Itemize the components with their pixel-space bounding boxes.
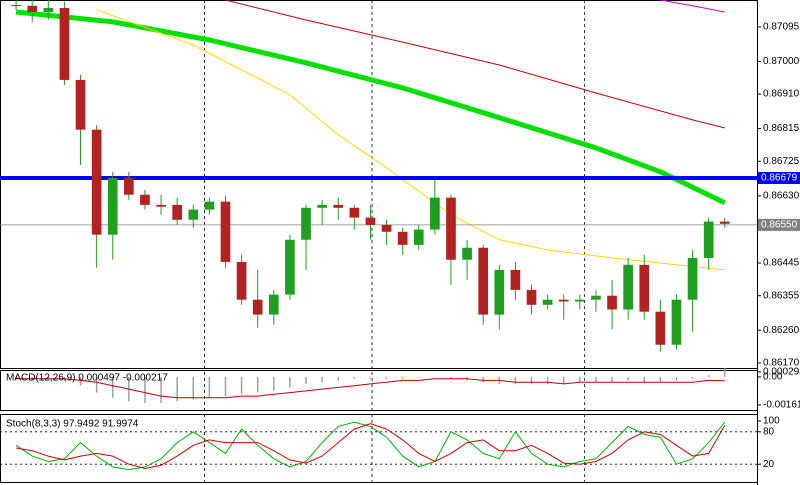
candle-body xyxy=(591,295,601,300)
y-tick-label: 20 xyxy=(763,459,775,470)
candle-body xyxy=(220,201,231,262)
candle-body xyxy=(381,224,392,232)
y-tick-label: 0.86630 xyxy=(763,190,800,201)
candle-body xyxy=(397,231,408,245)
stoch-line xyxy=(16,423,726,470)
y-tick-label: 80 xyxy=(763,426,775,437)
candle-body xyxy=(494,269,505,315)
candle-body xyxy=(413,229,424,245)
candle-body xyxy=(27,5,38,12)
candle-body xyxy=(430,197,440,230)
candle-body xyxy=(639,264,650,312)
stoch-line xyxy=(15,421,726,471)
candle-body xyxy=(124,178,134,195)
price-level-box xyxy=(758,218,800,231)
candle-body xyxy=(75,79,86,130)
candle-body xyxy=(687,257,698,300)
candle-body xyxy=(349,207,360,218)
y-tick-label: 100 xyxy=(763,416,780,427)
candle-body xyxy=(365,217,376,225)
candle-body xyxy=(156,204,166,207)
candle-body xyxy=(574,299,585,302)
candle-body xyxy=(252,299,263,315)
candle-body xyxy=(107,178,118,235)
candle-body xyxy=(268,294,279,315)
candle-body xyxy=(236,261,247,300)
candle-body xyxy=(301,207,311,240)
price-level-label: 0.86550 xyxy=(761,220,798,231)
y-tick-label: 0.86355 xyxy=(763,290,800,301)
moving-average xyxy=(660,0,725,13)
candle-body xyxy=(607,295,617,310)
price-level-box xyxy=(758,172,800,185)
candle-body xyxy=(333,204,344,208)
candle-body xyxy=(11,5,21,7)
candle-body xyxy=(188,209,199,220)
y-tick-label: 0.86260 xyxy=(763,325,800,336)
candle-body xyxy=(204,201,215,210)
y-tick-label: 0.000293 xyxy=(763,367,800,378)
y-tick-label: 0.87095 xyxy=(763,22,800,33)
candle-body xyxy=(510,269,521,290)
candle-body xyxy=(59,7,70,80)
candle-body xyxy=(671,299,682,345)
y-tick-label: 0.86815 xyxy=(763,123,800,134)
candle-body xyxy=(446,197,456,260)
candle-body xyxy=(655,311,666,345)
candle-body xyxy=(91,129,102,235)
candle-body xyxy=(285,239,295,295)
candle-body xyxy=(558,299,569,302)
macd-title: MACD(12,26,9) 0.000497 -0.000217 xyxy=(6,373,168,384)
candle-body xyxy=(140,194,150,205)
moving-average xyxy=(225,0,725,129)
price-level-label: 0.86679 xyxy=(761,173,798,184)
y-tick-label: 0.86910 xyxy=(763,89,800,100)
stoch-title: Stoch(8,3,3) 97.9492 91.9974 xyxy=(6,419,139,430)
candle-body xyxy=(462,247,472,260)
candle-body xyxy=(478,247,489,315)
candle-body xyxy=(703,221,714,258)
macd-signal xyxy=(16,378,725,399)
y-tick-label: 0.00 xyxy=(763,372,783,383)
candle-body xyxy=(526,289,537,305)
candle-body xyxy=(719,221,730,224)
candle-body xyxy=(43,7,54,12)
candle-body xyxy=(317,204,327,208)
y-tick-label: 0.87000 xyxy=(763,56,800,67)
candle-body xyxy=(542,299,553,305)
y-tick-label: 0.86725 xyxy=(763,156,800,167)
y-tick-label: 0.86170 xyxy=(763,358,800,369)
candle-body xyxy=(172,204,183,220)
candle-body xyxy=(623,264,633,310)
y-tick-label: 0.86445 xyxy=(763,258,800,269)
